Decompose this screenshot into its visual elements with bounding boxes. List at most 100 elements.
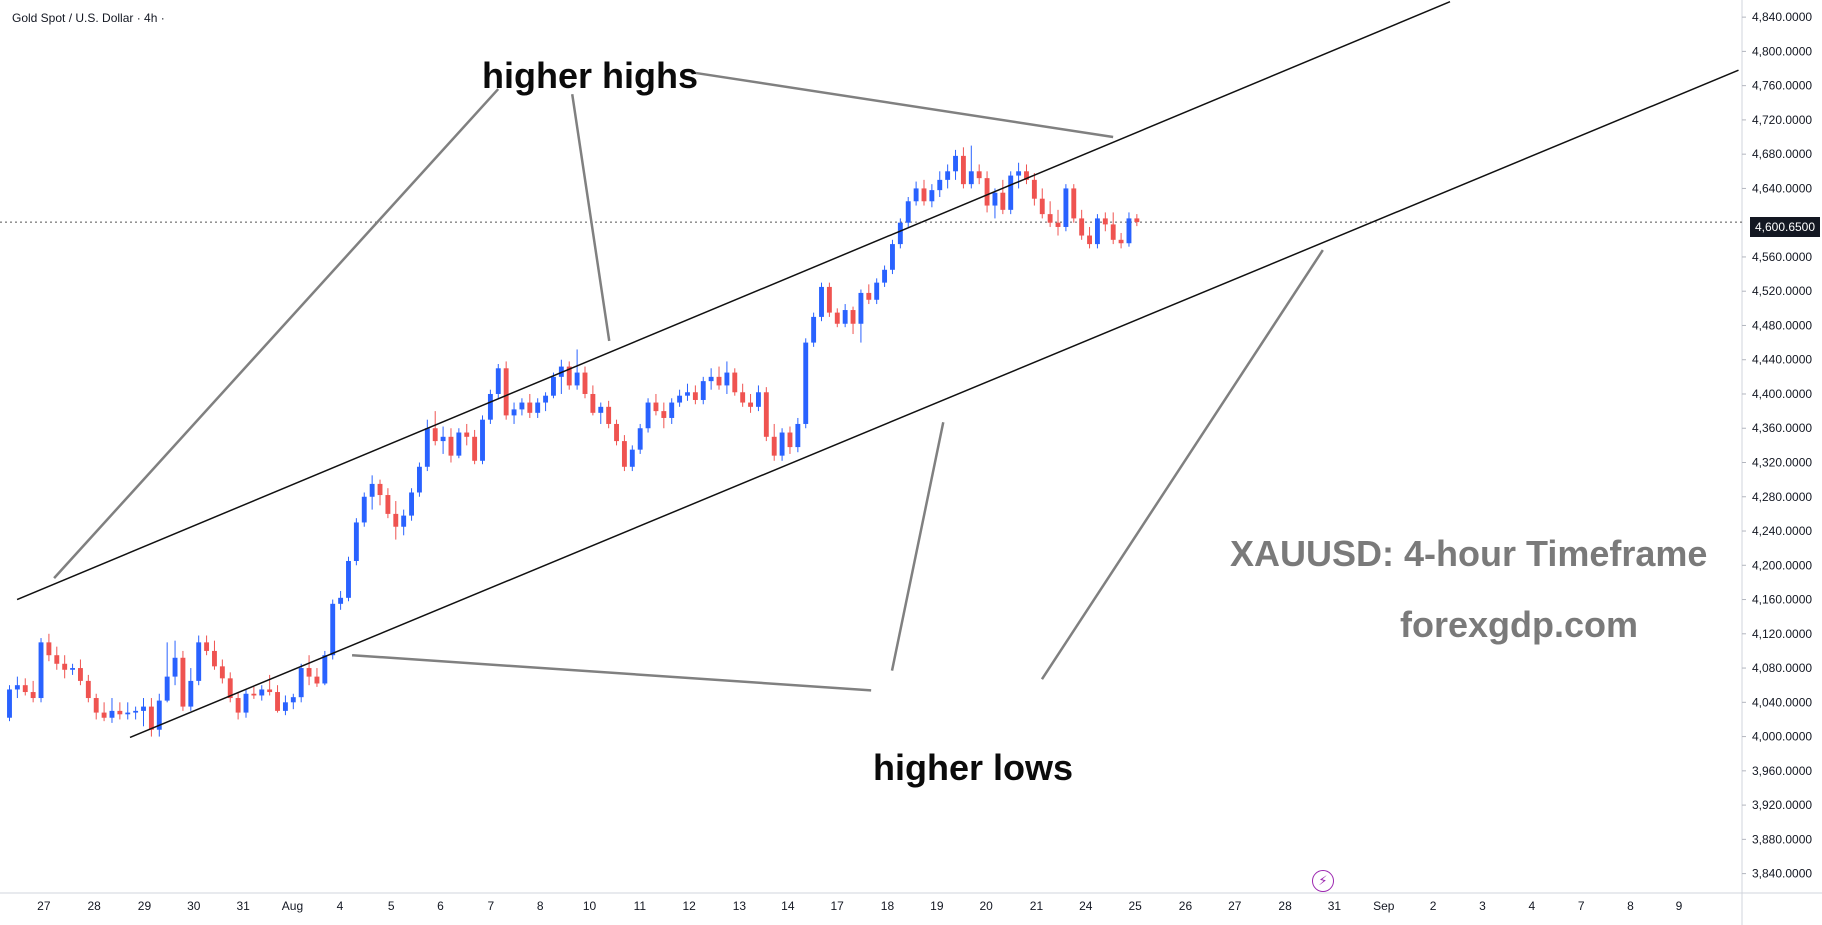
candle-body [811, 316, 817, 343]
candle-body [700, 381, 706, 400]
candle-body [1055, 222, 1061, 227]
candle-body [1063, 188, 1069, 227]
candle-body [543, 395, 549, 403]
candle-body [992, 192, 998, 206]
candle-body [1008, 175, 1014, 210]
time-tick-label: 7 [487, 899, 494, 913]
time-axis[interactable]: 27 28 29 30 31 Aug 4 5 6 7 8 10 11 12 13 14 17 18 19 20 21 24… [37, 899, 1682, 913]
candle-body [196, 642, 202, 681]
candle-body [464, 432, 470, 437]
candle-body [472, 436, 478, 461]
time-tick-label: 18 [881, 899, 895, 913]
candle-body [1126, 218, 1132, 244]
candle-body [692, 392, 698, 400]
candle-body [590, 393, 596, 413]
candle-body [346, 560, 351, 598]
candle-body [937, 179, 943, 191]
candle-body [235, 698, 241, 713]
time-tick-label: 10 [583, 899, 597, 913]
candle-body [905, 201, 911, 223]
candle-body [803, 342, 809, 424]
candle-body [527, 402, 533, 413]
candle-body [243, 693, 249, 713]
symbol-header[interactable]: Gold Spot / U.S. Dollar · 4h · [12, 11, 165, 25]
candle-body [945, 171, 951, 180]
candle-body [480, 419, 485, 461]
higher-lows-label: higher lows [873, 747, 1074, 788]
candle-body [866, 292, 872, 300]
candle-body [62, 663, 68, 670]
candle-body [495, 368, 501, 394]
candle-body [551, 376, 556, 396]
candle-body [653, 402, 659, 412]
candle-body [117, 710, 123, 715]
candle-body [1039, 198, 1045, 215]
price-tick-label: 4,120.0000 [1752, 627, 1812, 641]
time-tick-label: 31 [1328, 899, 1342, 913]
price-tick-label: 3,920.0000 [1752, 798, 1812, 812]
candle-body [740, 392, 746, 403]
candle-body [133, 710, 139, 713]
candle-body [85, 680, 91, 699]
channel-lines [16, 1, 1739, 739]
time-tick-label: 31 [236, 899, 250, 913]
pointer-higher-highs-2 [570, 94, 611, 342]
candle-body [677, 395, 683, 403]
timeframe-watermark: XAUUSD: 4-hour Timeframe [1230, 533, 1708, 574]
price-tick-label: 4,760.0000 [1752, 79, 1812, 93]
candle-body [771, 436, 777, 456]
candle-body [826, 286, 832, 313]
candle-body [148, 706, 154, 730]
candle-body [732, 372, 738, 393]
time-tick-label: Aug [282, 899, 303, 913]
candle-body [409, 492, 414, 516]
pointer-higher-lows-1 [351, 653, 872, 692]
candle-body [882, 269, 888, 283]
time-tick-label: 19 [930, 899, 944, 913]
price-tick-label: 4,840.0000 [1752, 10, 1812, 24]
candle-body [275, 692, 280, 711]
flash-icon[interactable]: ⚡ [1312, 870, 1334, 892]
candle-body [156, 700, 162, 730]
candle-body [267, 689, 273, 693]
candle-body [424, 428, 430, 467]
candle-body [1071, 188, 1077, 219]
price-tick-label: 4,520.0000 [1752, 284, 1812, 298]
candle-body [582, 372, 588, 394]
candle-body [141, 706, 146, 711]
candle-body [306, 668, 312, 677]
candle-body [614, 423, 619, 442]
price-tick-label: 3,960.0000 [1752, 764, 1812, 778]
candle-body [77, 668, 83, 681]
candle-body [125, 712, 131, 715]
candle-body [1102, 218, 1108, 225]
candle-body [1094, 218, 1100, 245]
annotation-pointers [53, 71, 1324, 692]
price-tick-label: 4,480.0000 [1752, 318, 1812, 332]
candle-body [38, 642, 44, 699]
price-axis[interactable]: 4,840.0000 4,800.0000 4,760.0000 4,720.0000… [1742, 10, 1812, 881]
candle-body [566, 366, 572, 386]
candle-body [164, 676, 170, 701]
candle-body [393, 513, 399, 527]
candle-body [322, 655, 328, 684]
time-tick-label: 4 [337, 899, 344, 913]
candle-body [724, 372, 730, 386]
candle-body [212, 650, 217, 667]
time-tick-label: 20 [979, 899, 993, 913]
candle-body [227, 678, 233, 699]
candle-body [897, 222, 903, 245]
candle-body [913, 188, 919, 202]
candle-body [503, 368, 509, 416]
candle-body [984, 178, 990, 206]
candle-body [858, 292, 864, 324]
candle-body [70, 668, 76, 670]
upper-channel-line [16, 1, 1451, 601]
price-tick-label: 4,160.0000 [1752, 593, 1812, 607]
pointer-higher-lows-2 [890, 421, 945, 671]
candle-body [401, 515, 407, 527]
candle-body [440, 436, 446, 442]
candle-body [929, 190, 935, 202]
candle-body [716, 376, 722, 386]
